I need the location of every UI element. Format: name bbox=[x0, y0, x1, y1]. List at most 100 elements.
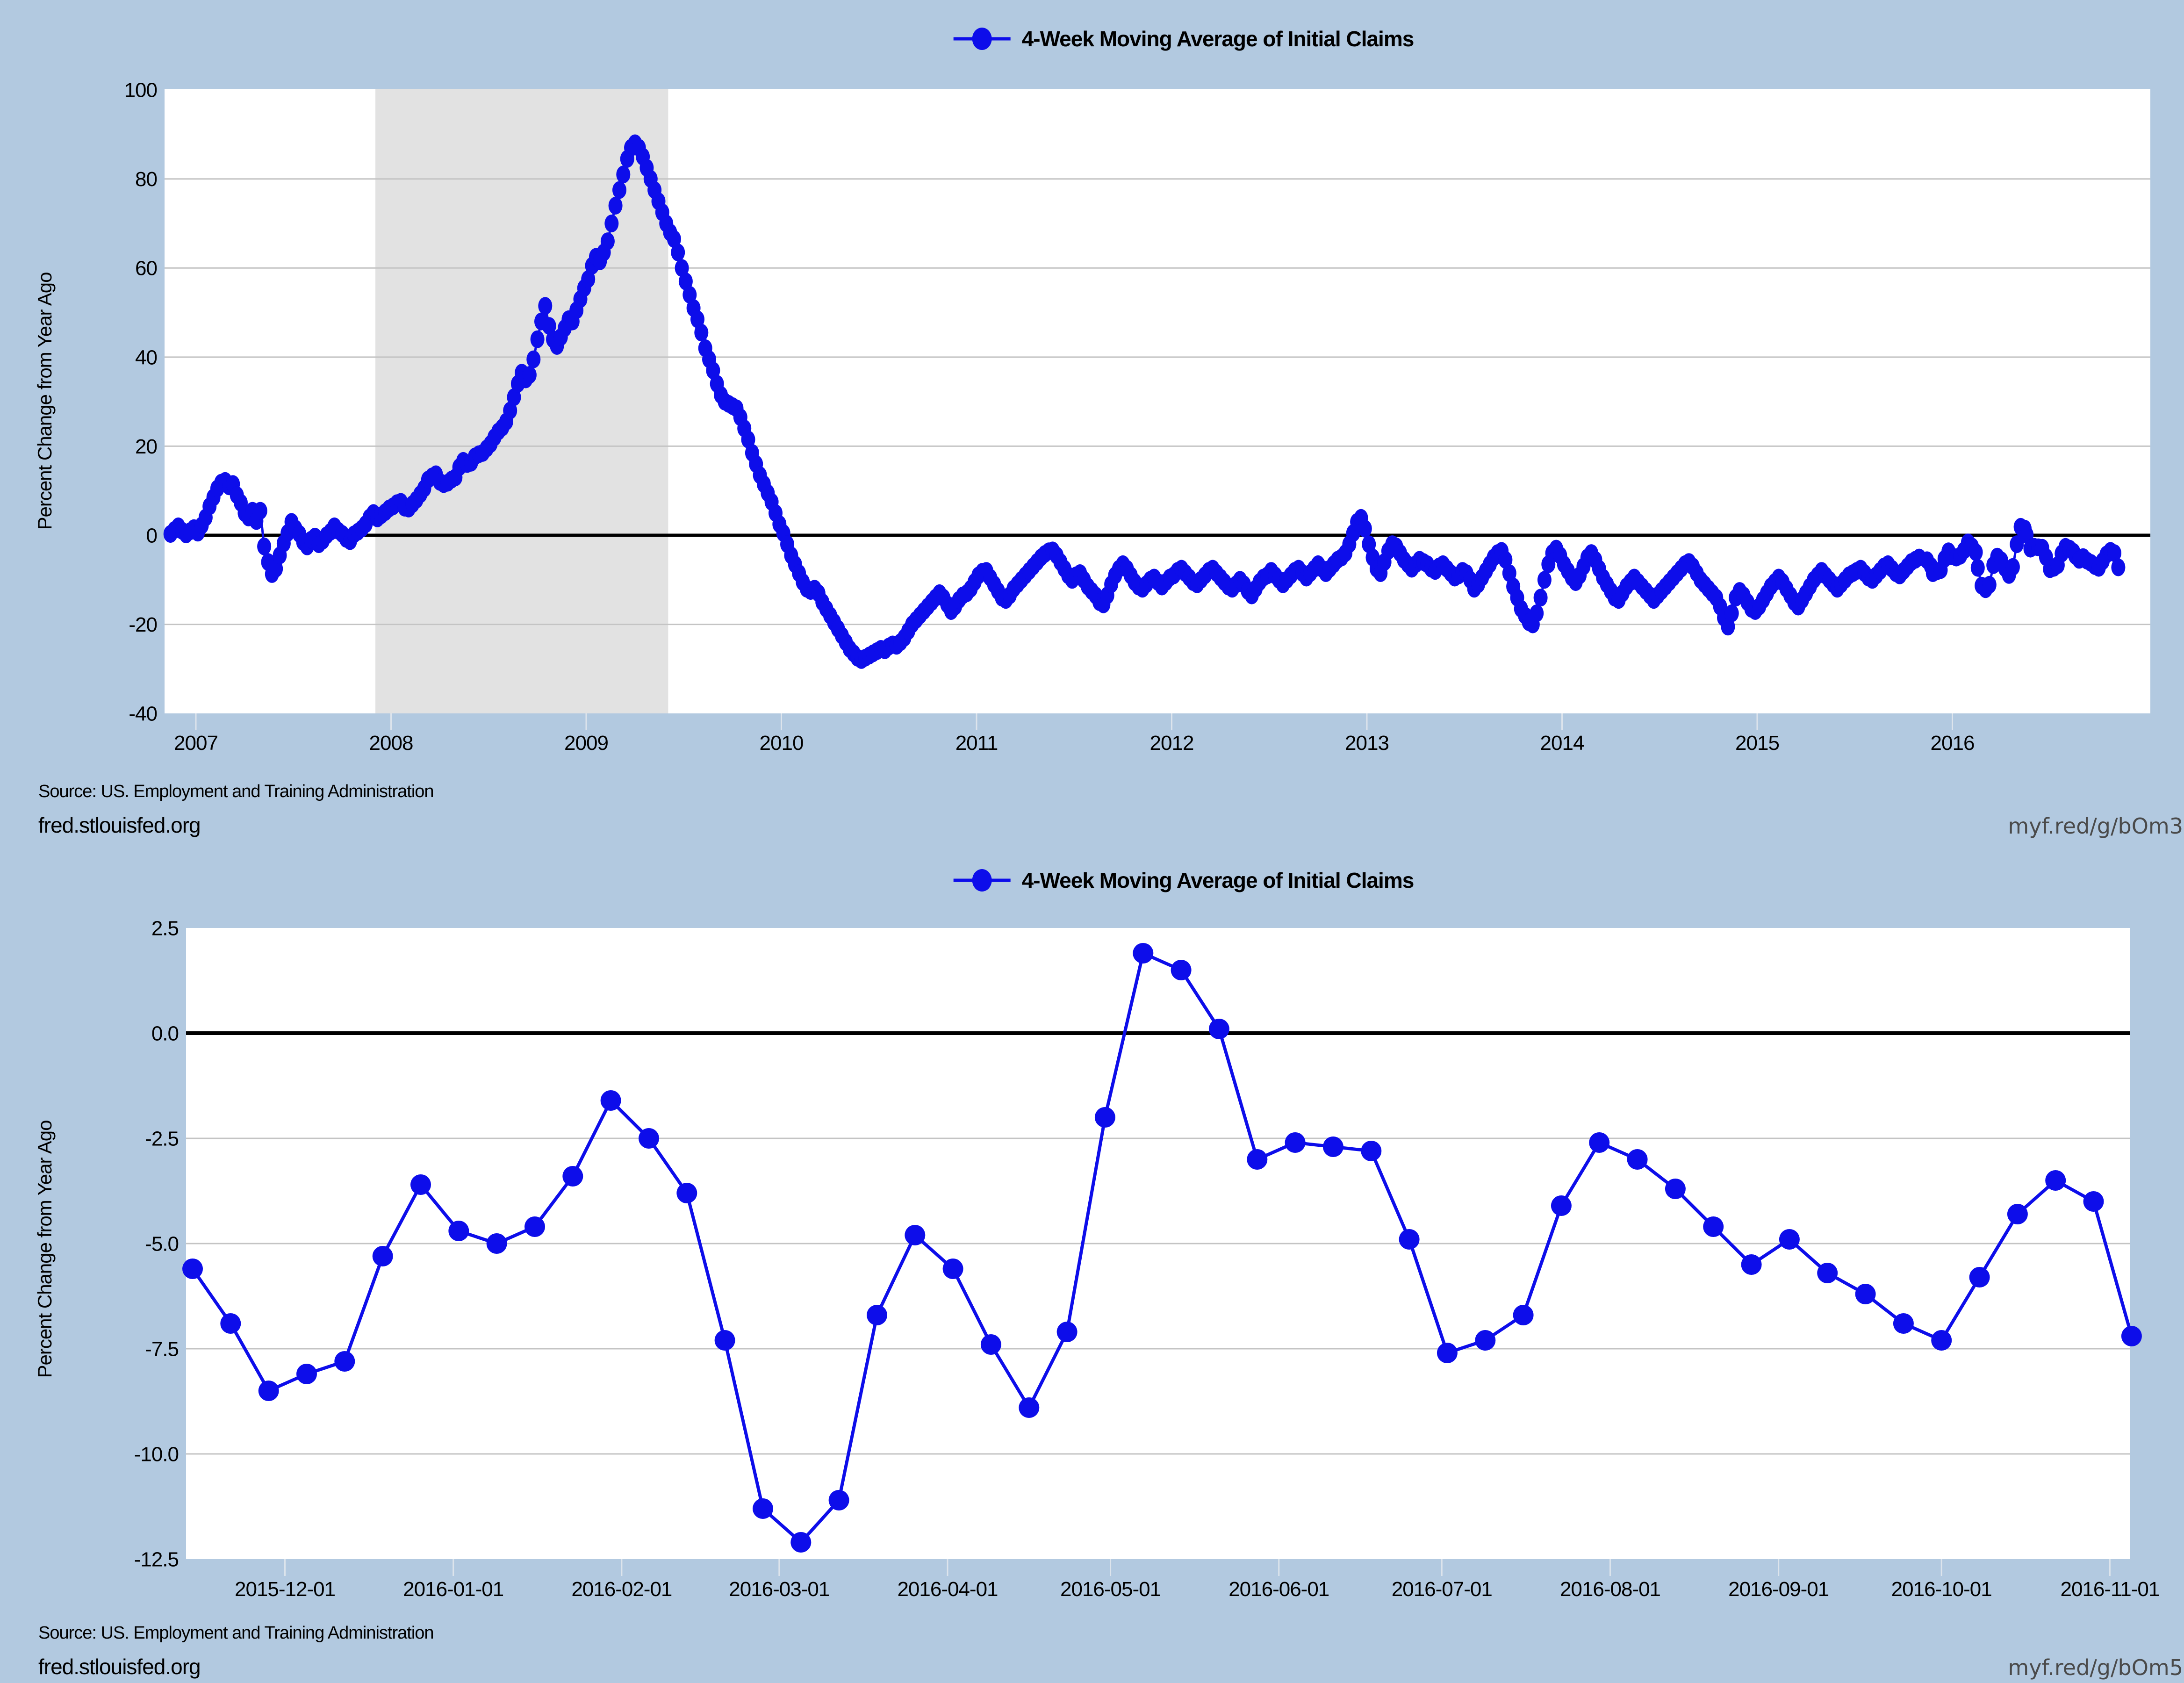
data-point[interactable] bbox=[581, 270, 596, 288]
data-point[interactable] bbox=[867, 1305, 887, 1325]
data-point[interactable] bbox=[530, 330, 545, 348]
data-point[interactable] bbox=[1498, 551, 1513, 569]
data-point[interactable] bbox=[257, 537, 272, 555]
data-point[interactable] bbox=[639, 1128, 659, 1149]
data-point[interactable] bbox=[741, 431, 755, 449]
data-point[interactable] bbox=[682, 286, 697, 304]
graph-permalink[interactable]: myf.red/g/bOm5 bbox=[2008, 1655, 2183, 1680]
data-point[interactable] bbox=[486, 1233, 507, 1254]
data-point[interactable] bbox=[1724, 604, 1739, 622]
data-point[interactable] bbox=[600, 1090, 621, 1111]
data-point[interactable] bbox=[182, 1259, 203, 1279]
data-point[interactable] bbox=[538, 297, 553, 315]
data-point[interactable] bbox=[790, 1532, 812, 1553]
data-point[interactable] bbox=[1475, 1330, 1496, 1351]
data-point[interactable] bbox=[1969, 1267, 1990, 1287]
data-point[interactable] bbox=[675, 259, 689, 277]
data-point[interactable] bbox=[1502, 564, 1516, 582]
data-point[interactable] bbox=[2045, 1170, 2066, 1191]
data-point[interactable] bbox=[694, 324, 709, 342]
data-point[interactable] bbox=[220, 1313, 241, 1334]
data-point[interactable] bbox=[1589, 1132, 1610, 1153]
data-point[interactable] bbox=[980, 1334, 1001, 1355]
data-point[interactable] bbox=[2007, 1204, 2028, 1224]
data-point[interactable] bbox=[1019, 1397, 1040, 1418]
data-point[interactable] bbox=[1537, 571, 1552, 589]
data-point[interactable] bbox=[1094, 1107, 1115, 1128]
data-point[interactable] bbox=[2121, 1326, 2142, 1346]
data-point[interactable] bbox=[1133, 943, 1154, 964]
data-point[interactable] bbox=[2005, 558, 2020, 576]
data-point[interactable] bbox=[753, 1498, 773, 1519]
data-point[interactable] bbox=[522, 366, 537, 384]
data-point[interactable] bbox=[503, 402, 517, 420]
data-point[interactable] bbox=[905, 1225, 926, 1245]
data-point[interactable] bbox=[1399, 1229, 1420, 1250]
data-point[interactable] bbox=[1513, 1305, 1534, 1325]
data-point[interactable] bbox=[542, 317, 556, 335]
data-point[interactable] bbox=[562, 1166, 583, 1187]
data-point[interactable] bbox=[671, 243, 685, 261]
plot-area-10yr[interactable]: 100 80 60 40 20 0 -20 -40 2007 2008 2009 2010 2011 20… bbox=[0, 0, 2184, 842]
data-point[interactable] bbox=[524, 1216, 545, 1237]
data-point[interactable] bbox=[2111, 558, 2126, 576]
data-point[interactable] bbox=[616, 165, 631, 184]
data-point[interactable] bbox=[706, 361, 720, 380]
data-point[interactable] bbox=[1703, 1216, 1724, 1237]
data-point[interactable] bbox=[526, 350, 541, 368]
data-point[interactable] bbox=[604, 215, 619, 232]
data-point[interactable] bbox=[1931, 1330, 1952, 1351]
data-point[interactable] bbox=[612, 181, 626, 199]
data-point[interactable] bbox=[1893, 1313, 1914, 1334]
data-point[interactable] bbox=[1741, 1254, 1762, 1275]
data-point[interactable] bbox=[1322, 1136, 1343, 1157]
data-point[interactable] bbox=[1721, 618, 1735, 636]
data-point[interactable] bbox=[2010, 535, 2024, 554]
data-point[interactable] bbox=[448, 1221, 469, 1241]
data-point[interactable] bbox=[1362, 535, 1376, 554]
data-point[interactable] bbox=[2083, 1191, 2104, 1212]
data-point[interactable] bbox=[690, 310, 704, 328]
data-point[interactable] bbox=[258, 1381, 279, 1401]
data-point[interactable] bbox=[600, 232, 615, 251]
data-point[interactable] bbox=[1171, 960, 1192, 980]
data-point[interactable] bbox=[1968, 543, 1983, 561]
fred-site-link[interactable]: fred.stlouisfed.org bbox=[38, 813, 201, 837]
data-point[interactable] bbox=[1208, 1019, 1229, 1039]
data-point[interactable] bbox=[1817, 1263, 1838, 1283]
data-point[interactable] bbox=[1533, 589, 1548, 607]
data-point[interactable] bbox=[1247, 1149, 1268, 1170]
data-point[interactable] bbox=[1855, 1284, 1876, 1304]
data-point[interactable] bbox=[828, 1490, 849, 1510]
data-point[interactable] bbox=[942, 1259, 963, 1279]
data-point[interactable] bbox=[1285, 1132, 1306, 1153]
data-point[interactable] bbox=[372, 1246, 393, 1266]
data-point[interactable] bbox=[1665, 1179, 1686, 1199]
fred-site-link[interactable]: fred.stlouisfed.org bbox=[38, 1654, 201, 1679]
data-point[interactable] bbox=[269, 560, 283, 578]
legend[interactable]: 4-Week Moving Average of Initial Claims bbox=[952, 26, 1414, 51]
data-point[interactable] bbox=[253, 502, 267, 520]
graph-permalink[interactable]: myf.red/g/bOm3 bbox=[2008, 813, 2183, 839]
data-point[interactable] bbox=[1358, 519, 1372, 538]
data-point[interactable] bbox=[1530, 604, 1544, 622]
data-point[interactable] bbox=[334, 1351, 355, 1372]
data-point[interactable] bbox=[678, 272, 693, 290]
data-point[interactable] bbox=[507, 388, 521, 406]
data-point[interactable] bbox=[410, 1174, 431, 1195]
data-point[interactable] bbox=[1056, 1322, 1078, 1342]
data-point[interactable] bbox=[1551, 1195, 1572, 1216]
data-point[interactable] bbox=[1779, 1229, 1800, 1250]
data-point[interactable] bbox=[714, 1330, 735, 1351]
data-point[interactable] bbox=[1970, 559, 1985, 577]
data-point[interactable] bbox=[676, 1183, 697, 1203]
plot-area-1yr[interactable]: 2.5 0.0 -2.5 -5.0 -7.5 -10.0 -12.5 2015-12-01 20… bbox=[0, 842, 2184, 1683]
data-point[interactable] bbox=[608, 196, 623, 215]
legend[interactable]: 4-Week Moving Average of Initial Claims bbox=[952, 868, 1414, 893]
data-point[interactable] bbox=[1627, 1149, 1648, 1170]
data-point[interactable] bbox=[1982, 575, 1997, 594]
data-point[interactable] bbox=[1361, 1141, 1382, 1161]
data-point[interactable] bbox=[1437, 1343, 1458, 1363]
data-point[interactable] bbox=[296, 1364, 317, 1384]
data-point[interactable] bbox=[2107, 544, 2121, 562]
